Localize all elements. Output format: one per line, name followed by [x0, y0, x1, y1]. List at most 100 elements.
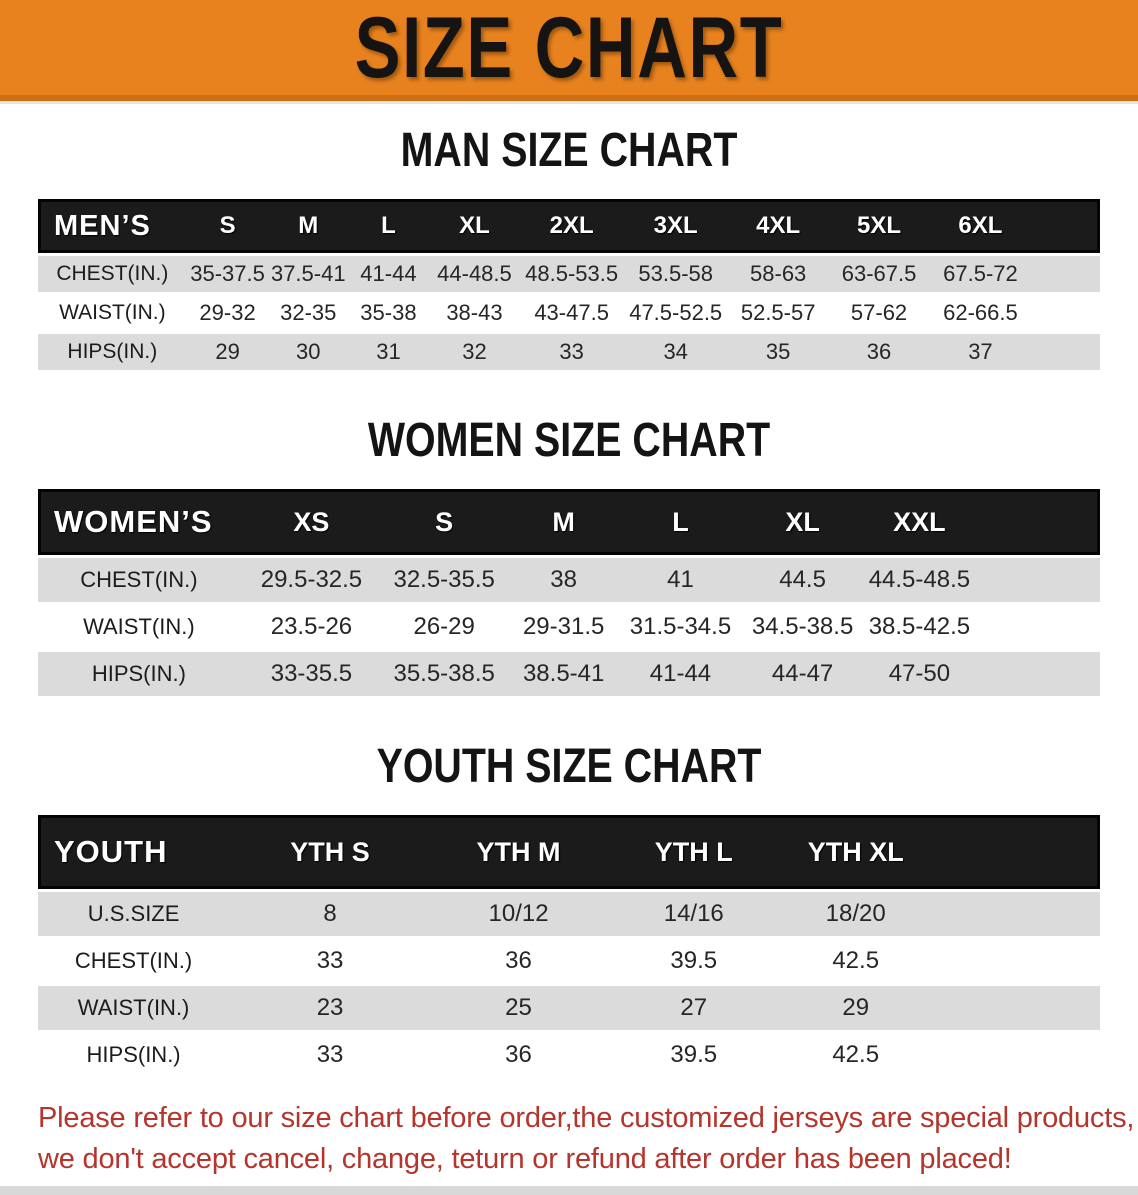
column-header: S	[186, 199, 269, 253]
group-header: YOUTH	[38, 815, 230, 889]
column-header: M	[505, 489, 623, 555]
column-header: YTH XL	[781, 815, 931, 889]
size-cell: 44.5	[738, 558, 867, 602]
header-row: YOUTH YTH S YTH M YTH L YTH XL	[38, 815, 1100, 889]
row-label: U.S.SIZE	[38, 892, 230, 936]
spacer-cell	[930, 892, 1100, 936]
table-row: U.S.SIZE 8 10/12 14/16 18/20	[38, 892, 1100, 936]
row-label: CHEST(IN.)	[38, 558, 240, 602]
header-row: WOMEN’S XS S M L XL XXL	[38, 489, 1100, 555]
size-cell: 18/20	[781, 892, 931, 936]
size-cell: 58-63	[728, 256, 829, 292]
size-cell: 32	[428, 334, 521, 370]
size-cell: 8	[229, 892, 431, 936]
spacer-cell	[1030, 199, 1100, 253]
size-cell: 33	[229, 939, 431, 983]
size-cell: 38.5-42.5	[866, 605, 973, 649]
size-cell: 27	[606, 986, 782, 1030]
section-women-size-chart: WOMEN SIZE CHART WOMEN’S XS S M L XL XXL CHEST(I…	[0, 413, 1138, 699]
size-cell: 31.5-34.5	[622, 605, 739, 649]
table-row: CHEST(IN.) 33 36 39.5 42.5	[38, 939, 1100, 983]
size-cell: 33-35.5	[239, 652, 384, 696]
size-cell: 32-35	[268, 295, 349, 331]
spacer-cell	[1030, 256, 1100, 292]
size-cell: 38.5-41	[505, 652, 623, 696]
size-cell: 10/12	[430, 892, 607, 936]
section-heading-women: WOMEN SIZE CHART	[367, 414, 771, 467]
row-label: WAIST(IN.)	[38, 605, 240, 649]
page-title: SIZE CHART	[354, 0, 784, 96]
size-cell: 37	[930, 334, 1031, 370]
column-header: 6XL	[930, 199, 1031, 253]
section-youth-size-chart: YOUTH SIZE CHART YOUTH YTH S YTH M YTH L YTH …	[0, 739, 1138, 1080]
size-cell: 35	[728, 334, 829, 370]
size-cell: 47-50	[866, 652, 973, 696]
size-cell: 44-47	[738, 652, 867, 696]
spacer-cell	[930, 986, 1100, 1030]
size-cell: 35-37.5	[186, 256, 269, 292]
size-cell: 36	[430, 1033, 607, 1077]
spacer-cell	[930, 815, 1100, 889]
size-cell: 33	[229, 1033, 431, 1077]
size-cell: 36	[430, 939, 607, 983]
size-cell: 41-44	[622, 652, 739, 696]
group-header: MEN’S	[38, 199, 187, 253]
column-header: L	[348, 199, 429, 253]
size-table-youth: YOUTH YTH S YTH M YTH L YTH XL U.S.SIZE 8 10/12…	[38, 812, 1100, 1080]
disclaimer-note: Please refer to our size chart before or…	[38, 1098, 1138, 1180]
size-cell: 32.5-35.5	[383, 558, 506, 602]
bottom-strip	[0, 1186, 1138, 1195]
size-cell: 38	[505, 558, 623, 602]
row-label: HIPS(IN.)	[38, 1033, 230, 1077]
size-cell: 23	[229, 986, 431, 1030]
column-header: YTH L	[606, 815, 782, 889]
size-cell: 41	[622, 558, 739, 602]
size-cell: 29.5-32.5	[239, 558, 384, 602]
table-row: CHEST(IN.) 29.5-32.5 32.5-35.5 38 41 44.5 44.5…	[38, 558, 1100, 602]
column-header: XXL	[866, 489, 973, 555]
spacer-cell	[972, 652, 1100, 696]
table-row: WAIST(IN.) 29-32 32-35 35-38 38-43 43-47.5 47.…	[38, 295, 1100, 331]
size-cell: 52.5-57	[728, 295, 829, 331]
banner: SIZE CHART	[0, 0, 1138, 101]
size-cell: 42.5	[781, 1033, 931, 1077]
table-row: HIPS(IN.) 33 36 39.5 42.5	[38, 1033, 1100, 1077]
column-header: S	[383, 489, 506, 555]
size-cell: 42.5	[781, 939, 931, 983]
size-cell: 35.5-38.5	[383, 652, 506, 696]
size-cell: 33	[520, 334, 624, 370]
size-cell: 35-38	[348, 295, 429, 331]
header-row: MEN’S S M L XL 2XL 3XL 4XL 5XL 6XL	[38, 199, 1100, 253]
spacer-cell	[930, 1033, 1100, 1077]
size-cell: 34	[623, 334, 729, 370]
table-row: HIPS(IN.) 29 30 31 32 33 34 35 36 37	[38, 334, 1100, 370]
column-header: M	[268, 199, 349, 253]
size-cell: 31	[348, 334, 429, 370]
column-header: YTH M	[430, 815, 607, 889]
size-cell: 29	[781, 986, 931, 1030]
row-label: WAIST(IN.)	[38, 295, 187, 331]
size-cell: 30	[268, 334, 349, 370]
table-row: CHEST(IN.) 35-37.5 37.5-41 41-44 44-48.5 48.5…	[38, 256, 1100, 292]
section-men-size-chart: MAN SIZE CHART MEN’S S M L XL 2XL 3XL 4XL 5XL 6XL C…	[0, 123, 1138, 373]
size-cell: 62-66.5	[930, 295, 1031, 331]
size-cell: 14/16	[606, 892, 782, 936]
spacer-cell	[972, 558, 1100, 602]
size-cell: 23.5-26	[239, 605, 384, 649]
spacer-cell	[1030, 295, 1100, 331]
size-cell: 29-31.5	[505, 605, 623, 649]
row-label: CHEST(IN.)	[38, 939, 230, 983]
note-line-1: Please refer to our size chart before or…	[38, 1102, 1135, 1134]
table-row: WAIST(IN.) 23.5-26 26-29 29-31.5 31.5-34.5 34…	[38, 605, 1100, 649]
size-cell: 36	[828, 334, 930, 370]
spacer-cell	[972, 489, 1100, 555]
size-cell: 67.5-72	[930, 256, 1031, 292]
size-cell: 44.5-48.5	[866, 558, 973, 602]
group-header: WOMEN’S	[38, 489, 240, 555]
column-header: XL	[428, 199, 521, 253]
size-cell: 26-29	[383, 605, 506, 649]
column-header: 4XL	[728, 199, 829, 253]
row-label: HIPS(IN.)	[38, 652, 240, 696]
note-line-2: we don't accept cancel, change, teturn o…	[38, 1143, 1012, 1176]
